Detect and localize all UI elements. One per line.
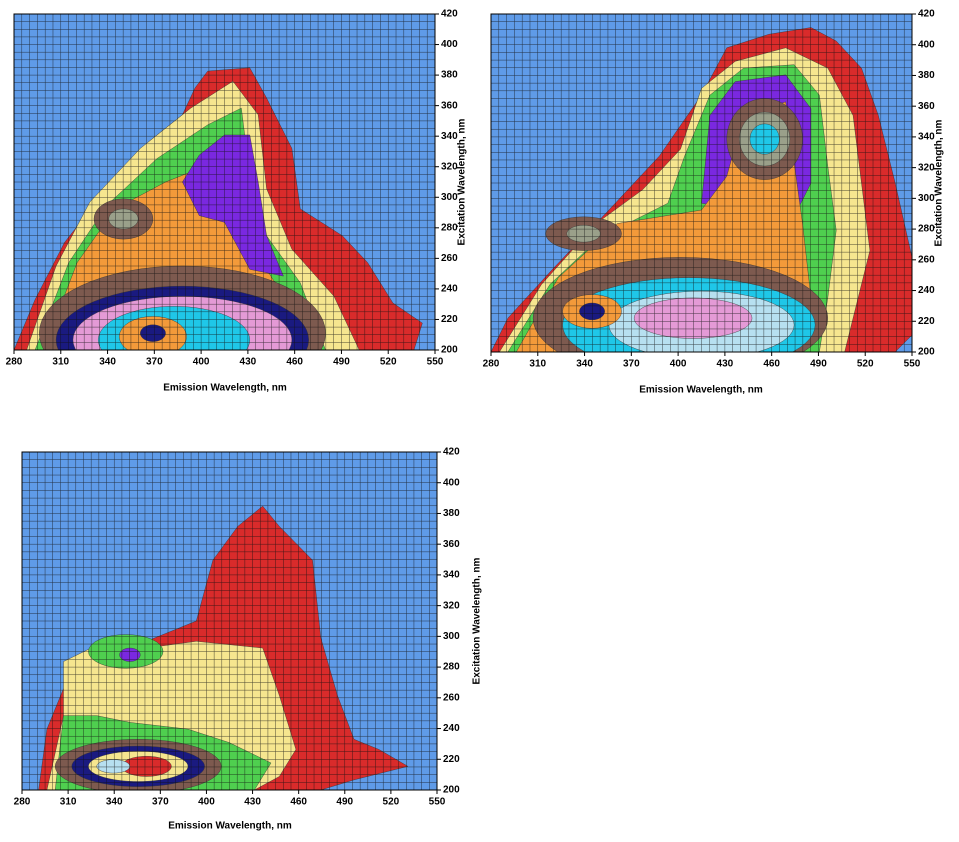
y-tick-label: 300 — [918, 193, 935, 204]
x-tick-label: 460 — [286, 357, 303, 368]
y-tick-label: 200 — [918, 347, 935, 358]
y-tick-label: 360 — [918, 101, 935, 112]
y-tick-label: 240 — [441, 284, 458, 295]
x-tick-label: 430 — [240, 357, 257, 368]
page: 2803103403704004304604905205502002202402… — [0, 0, 959, 837]
x-tick-label: 400 — [193, 357, 210, 368]
x-tick-label: 490 — [810, 359, 827, 370]
y-tick-label: 200 — [443, 785, 460, 796]
contour-region — [567, 225, 601, 242]
y-tick-label: 400 — [918, 39, 935, 50]
y-tick-label: 200 — [441, 345, 458, 356]
x-tick-label: 550 — [904, 359, 921, 370]
y-tick-label: 260 — [918, 254, 935, 265]
y-tick-label: 260 — [441, 253, 458, 264]
contour-region — [750, 124, 779, 154]
y-tick-label: 280 — [441, 222, 458, 233]
x-tick-label: 280 — [6, 357, 23, 368]
y-tick-label: 320 — [443, 600, 460, 611]
x-tick-label: 310 — [529, 359, 546, 370]
x-tick-label: 490 — [333, 357, 350, 368]
x-tick-label: 370 — [146, 357, 163, 368]
x-tick-label: 490 — [336, 797, 353, 808]
y-tick-label: 400 — [441, 39, 458, 50]
y-tick-label: 360 — [443, 539, 460, 550]
y-tick-label: 280 — [443, 662, 460, 673]
y-tick-label: 300 — [441, 192, 458, 203]
y-tick-label: 340 — [918, 132, 935, 143]
x-axis-label: Emission Wavelength, nm — [639, 385, 763, 396]
x-axis-label: Emission Wavelength, nm — [168, 821, 292, 832]
x-tick-label: 460 — [290, 797, 307, 808]
y-tick-label: 420 — [441, 9, 458, 20]
x-tick-label: 370 — [152, 797, 169, 808]
x-tick-label: 340 — [576, 359, 593, 370]
y-axis-label: Excitation Wavelength, nm — [472, 557, 483, 684]
y-tick-label: 320 — [441, 161, 458, 172]
x-tick-label: 340 — [106, 797, 123, 808]
x-tick-label: 430 — [717, 359, 734, 370]
x-tick-label: 430 — [244, 797, 261, 808]
x-tick-label: 400 — [198, 797, 215, 808]
contour-region — [109, 209, 138, 229]
y-tick-label: 220 — [441, 314, 458, 325]
y-tick-label: 420 — [443, 447, 460, 458]
x-axis-label: Emission Wavelength, nm — [163, 383, 287, 394]
y-tick-label: 420 — [918, 9, 935, 20]
y-tick-label: 360 — [441, 100, 458, 111]
y-tick-label: 260 — [443, 692, 460, 703]
x-tick-label: 520 — [857, 359, 874, 370]
x-tick-label: 550 — [429, 797, 446, 808]
x-tick-label: 400 — [670, 359, 687, 370]
y-axis-label: Excitation Wavelength, nm — [457, 118, 468, 245]
y-tick-label: 340 — [441, 131, 458, 142]
x-tick-label: 520 — [380, 357, 397, 368]
y-tick-label: 220 — [443, 754, 460, 765]
contour-region — [579, 303, 604, 320]
x-tick-label: 280 — [14, 797, 31, 808]
y-tick-label: 380 — [443, 508, 460, 519]
y-axis-label: Excitation Wavelength, nm — [934, 119, 945, 246]
contour-region — [634, 298, 752, 339]
x-tick-label: 520 — [383, 797, 400, 808]
y-tick-label: 300 — [443, 631, 460, 642]
contour-region — [97, 760, 130, 774]
y-tick-label: 280 — [918, 224, 935, 235]
y-tick-label: 320 — [918, 162, 935, 173]
x-tick-label: 460 — [763, 359, 780, 370]
x-tick-label: 370 — [623, 359, 640, 370]
x-tick-label: 550 — [427, 357, 444, 368]
y-tick-label: 240 — [918, 285, 935, 296]
x-tick-label: 310 — [60, 797, 77, 808]
y-tick-label: 400 — [443, 477, 460, 488]
y-tick-label: 340 — [443, 570, 460, 581]
x-tick-label: 310 — [52, 357, 69, 368]
x-tick-label: 340 — [99, 357, 116, 368]
y-tick-label: 220 — [918, 316, 935, 327]
x-tick-label: 280 — [483, 359, 500, 370]
y-tick-label: 240 — [443, 723, 460, 734]
y-tick-label: 380 — [918, 70, 935, 81]
y-tick-label: 380 — [441, 70, 458, 81]
